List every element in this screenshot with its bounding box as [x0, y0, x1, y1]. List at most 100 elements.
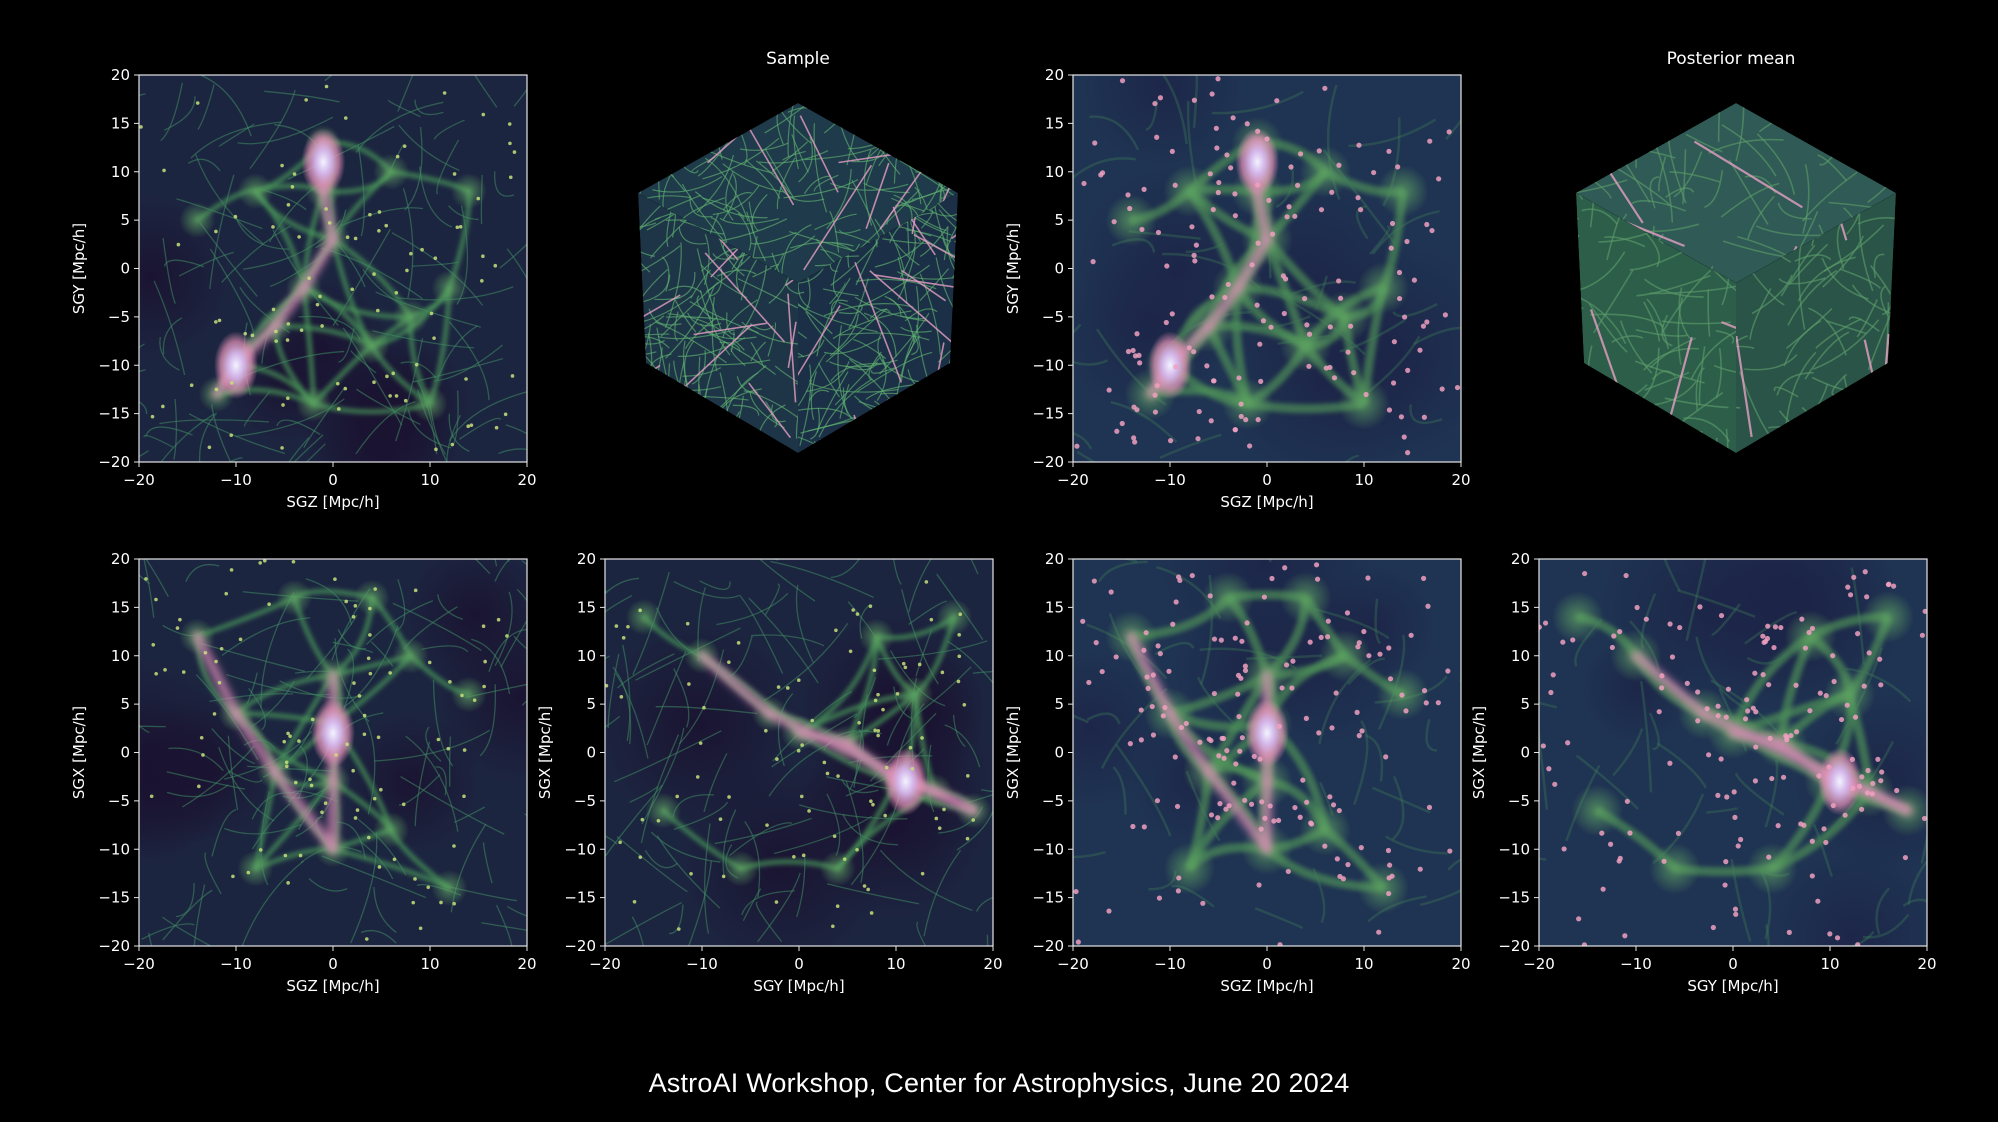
x-tick-label: −20	[1057, 955, 1089, 973]
y-tick-label: 15	[577, 598, 596, 616]
y-tick-label: 10	[111, 163, 130, 181]
panel-bottom-sample-sgz: −20 −15 −10 −5 0 5 10 15 20 −20 −10 0 10 20 SGZ [Mpc/h…	[70, 550, 537, 995]
y-tick-label: 0	[1054, 260, 1064, 278]
y-tick-label: 0	[1054, 744, 1064, 762]
y-axis-label: SGX [Mpc/h]	[70, 706, 88, 799]
y-tick-label: −10	[98, 356, 130, 374]
density-map	[139, 75, 527, 462]
x-tick-label: 20	[1917, 955, 1936, 973]
y-tick-label: −5	[574, 792, 596, 810]
y-tick-label: −20	[1032, 937, 1064, 955]
x-axis-label: SGY [Mpc/h]	[753, 977, 844, 995]
y-tick-label: 20	[577, 550, 596, 568]
y-tick-label: 10	[1511, 647, 1530, 665]
y-tick-label: −5	[1508, 792, 1530, 810]
y-tick-label: 20	[111, 550, 130, 568]
y-axis-label: SGY [Mpc/h]	[1004, 223, 1022, 314]
x-axis-label: SGY [Mpc/h]	[1687, 977, 1778, 995]
y-tick-label: 15	[1045, 598, 1064, 616]
density-map	[1539, 559, 1927, 946]
y-axis-label: SGX [Mpc/h]	[536, 706, 554, 799]
footer-caption: AstroAI Workshop, Center for Astrophysic…	[648, 1068, 1350, 1098]
y-tick-label: 20	[1045, 66, 1064, 84]
panel-top-posterior-slice: −20 −15 −10 −5 0 5 10 15 20 −20 −10 0 10 20 SGZ [Mpc/h…	[1004, 66, 1471, 511]
y-tick-label: −15	[98, 405, 130, 423]
y-tick-label: −10	[98, 840, 130, 858]
y-tick-label: 20	[111, 66, 130, 84]
density-map	[1073, 75, 1461, 462]
y-tick-label: 20	[1511, 550, 1530, 568]
panel-bottom-sample-sgy: −20 −15 −10 −5 0 5 10 15 20 −20 −10 0 10 20 SGY [Mpc/h…	[536, 550, 1003, 995]
y-axis-label: SGX [Mpc/h]	[1004, 706, 1022, 799]
y-tick-label: −15	[1032, 889, 1064, 907]
y-tick-label: −5	[1042, 792, 1064, 810]
x-tick-label: 0	[1728, 955, 1738, 973]
x-tick-label: 0	[328, 471, 338, 489]
y-tick-label: −5	[108, 308, 130, 326]
panel-bottom-mean-sgy: −20 −15 −10 −5 0 5 10 15 20 −20 −10 0 10 20 SGY [Mpc/h…	[1470, 550, 1937, 995]
y-tick-label: −20	[564, 937, 596, 955]
y-tick-label: 5	[120, 211, 130, 229]
y-tick-label: 10	[1045, 647, 1064, 665]
y-tick-label: 0	[120, 744, 130, 762]
y-tick-label: 10	[1045, 163, 1064, 181]
y-tick-label: −5	[108, 792, 130, 810]
sample-cube-render	[638, 103, 958, 453]
x-tick-label: 20	[1451, 471, 1470, 489]
y-tick-label: −20	[98, 453, 130, 471]
y-tick-label: 10	[111, 647, 130, 665]
x-tick-label: 10	[886, 955, 905, 973]
x-tick-label: 0	[1262, 955, 1272, 973]
y-tick-label: 5	[120, 695, 130, 713]
x-axis-label: SGZ [Mpc/h]	[1220, 977, 1313, 995]
x-tick-label: 20	[1451, 955, 1470, 973]
x-tick-label: −10	[1154, 471, 1186, 489]
density-map	[139, 559, 527, 946]
y-tick-label: −15	[1032, 405, 1064, 423]
x-tick-label: −20	[123, 955, 155, 973]
y-tick-label: −10	[1032, 840, 1064, 858]
y-tick-label: 15	[111, 598, 130, 616]
y-tick-label: 10	[577, 647, 596, 665]
title-sample: Sample	[766, 49, 830, 69]
y-axis-label: SGX [Mpc/h]	[1470, 706, 1488, 799]
y-tick-label: 5	[586, 695, 596, 713]
x-tick-label: −10	[686, 955, 718, 973]
x-tick-label: 10	[1354, 471, 1373, 489]
y-tick-label: −20	[1498, 937, 1530, 955]
y-tick-label: 5	[1054, 211, 1064, 229]
y-tick-label: 15	[111, 114, 130, 132]
x-axis-label: SGZ [Mpc/h]	[286, 493, 379, 511]
x-tick-label: −20	[1057, 471, 1089, 489]
y-tick-label: 0	[586, 744, 596, 762]
y-tick-label: −5	[1042, 308, 1064, 326]
x-tick-label: 0	[794, 955, 804, 973]
y-tick-label: 15	[1045, 114, 1064, 132]
y-tick-label: −15	[564, 889, 596, 907]
x-tick-label: −20	[123, 471, 155, 489]
y-axis-label: SGY [Mpc/h]	[70, 223, 88, 314]
x-tick-label: −10	[1154, 955, 1186, 973]
x-tick-label: −10	[1620, 955, 1652, 973]
y-tick-label: −20	[98, 937, 130, 955]
posterior-mean-cube-render	[1576, 103, 1896, 453]
y-tick-label: 0	[1520, 744, 1530, 762]
x-tick-label: −20	[589, 955, 621, 973]
x-axis-label: SGZ [Mpc/h]	[1220, 493, 1313, 511]
x-tick-label: 0	[1262, 471, 1272, 489]
x-tick-label: 10	[420, 955, 439, 973]
density-map	[605, 559, 993, 946]
y-tick-label: −15	[98, 889, 130, 907]
x-tick-label: 20	[517, 955, 536, 973]
x-tick-label: −10	[220, 955, 252, 973]
y-tick-label: 20	[1045, 550, 1064, 568]
panel-top-sample-slice: −20 −15 −10 −5 0 5 10 15 20 −20 −10 0 10 20 SGZ [Mpc/h…	[70, 66, 537, 511]
density-map	[1073, 559, 1461, 946]
x-tick-label: 0	[328, 955, 338, 973]
y-tick-label: −20	[1032, 453, 1064, 471]
x-tick-label: −10	[220, 471, 252, 489]
y-tick-label: −10	[1032, 356, 1064, 374]
y-tick-label: −15	[1498, 889, 1530, 907]
y-tick-label: −10	[564, 840, 596, 858]
